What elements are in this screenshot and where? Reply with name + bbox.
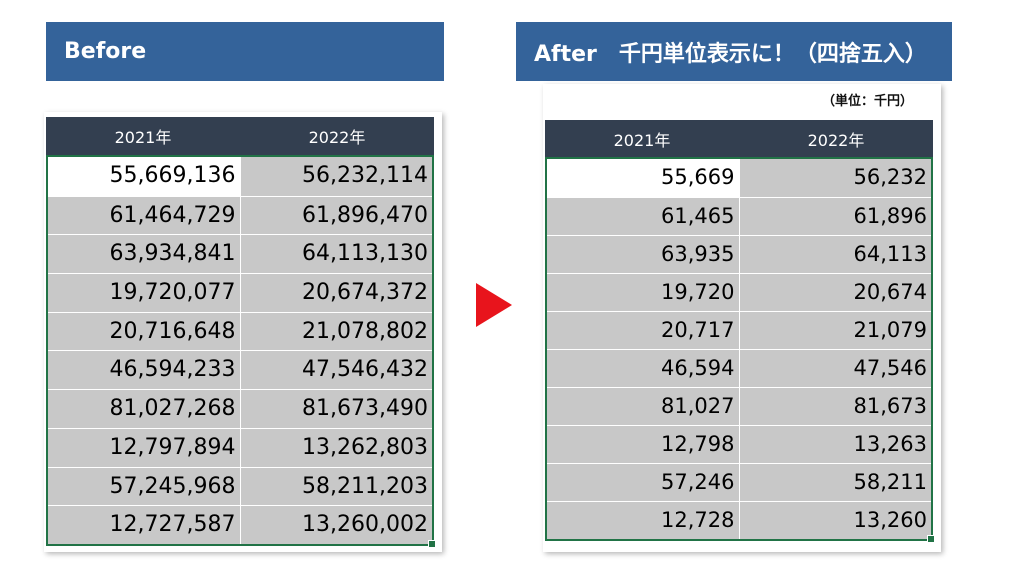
table-cell[interactable]: 20,716,648 xyxy=(48,312,241,351)
table-cell[interactable]: 46,594,233 xyxy=(48,351,241,390)
before-header-row: 2021年 2022年 xyxy=(46,117,434,155)
table-row: 19,720,077 20,674,372 xyxy=(48,273,432,312)
table-cell[interactable]: 56,232,114 xyxy=(240,157,432,196)
table-row: 61,464,729 61,896,470 xyxy=(48,195,432,235)
table-cell[interactable]: 64,113 xyxy=(739,236,931,273)
before-selection-range[interactable]: 55,669,136 56,232,114 61,464,729 61,896,470… xyxy=(46,155,436,548)
table-row: 63,934,841 64,113,130 xyxy=(48,234,432,274)
before-header-2021[interactable]: 2021年 xyxy=(114,128,172,147)
table-cell[interactable]: 61,896,470 xyxy=(240,196,432,235)
after-header-2022[interactable]: 2022年 xyxy=(807,130,865,150)
table-cell[interactable]: 19,720 xyxy=(547,274,740,311)
table-cell[interactable]: 12,798 xyxy=(547,426,740,463)
table-row: 46,594 47,546 xyxy=(547,349,931,387)
table-cell[interactable]: 61,464,729 xyxy=(48,196,241,235)
table-cell[interactable]: 12,797,894 xyxy=(48,428,241,467)
table-row: 12,727,587 13,260,002 xyxy=(48,505,432,544)
table-cell[interactable]: 13,263 xyxy=(739,426,931,463)
table-cell[interactable]: 81,027,268 xyxy=(48,390,241,428)
table-row: 46,594,233 47,546,432 xyxy=(48,350,432,390)
table-cell[interactable]: 81,027 xyxy=(547,388,740,425)
table-cell[interactable]: 81,673 xyxy=(739,388,931,425)
table-cell[interactable]: 61,465 xyxy=(547,198,740,235)
table-row: 57,246 58,211 xyxy=(547,463,931,501)
fill-handle[interactable] xyxy=(428,539,436,548)
table-row: 55,669 56,232 xyxy=(547,159,931,197)
after-title: After 千円単位表示に！（四捨五入） xyxy=(516,22,952,81)
table-cell[interactable]: 46,594 xyxy=(547,350,740,387)
table-cell[interactable]: 81,673,490 xyxy=(240,390,432,428)
table-cell[interactable]: 13,260 xyxy=(739,502,931,539)
table-cell[interactable]: 47,546,432 xyxy=(240,351,432,390)
table-row: 61,465 61,896 xyxy=(547,197,931,235)
table-cell[interactable]: 55,669,136 xyxy=(48,157,241,196)
fill-handle[interactable] xyxy=(927,535,935,543)
table-cell[interactable]: 13,260,002 xyxy=(240,506,432,544)
table-cell[interactable]: 63,935 xyxy=(547,236,740,273)
table-row: 12,728 13,260 xyxy=(547,501,931,539)
table-cell[interactable]: 63,934,841 xyxy=(48,235,241,274)
table-cell[interactable]: 56,232 xyxy=(739,159,931,197)
table-cell[interactable]: 20,717 xyxy=(547,312,740,349)
table-row: 57,245,968 58,211,203 xyxy=(48,466,432,506)
table-cell[interactable]: 61,896 xyxy=(739,198,931,235)
table-cell[interactable]: 19,720,077 xyxy=(48,274,241,312)
table-row: 63,935 64,113 xyxy=(547,235,931,273)
table-row: 81,027 81,673 xyxy=(547,387,931,425)
table-cell[interactable]: 21,079 xyxy=(739,312,931,349)
table-row: 12,798 13,263 xyxy=(547,425,931,463)
table-cell[interactable]: 58,211 xyxy=(739,464,931,501)
unit-label: （単位：千円） xyxy=(821,94,913,109)
after-spreadsheet: （単位：千円） 2021年 2022年 55,669 56,232 61,465 61… xyxy=(543,84,941,552)
table-cell[interactable]: 20,674,372 xyxy=(240,274,432,312)
before-title: Before xyxy=(46,22,444,81)
table-cell[interactable]: 20,674 xyxy=(739,274,931,311)
table-cell[interactable]: 12,727,587 xyxy=(48,506,241,544)
table-row: 19,720 20,674 xyxy=(547,273,931,311)
table-row: 55,669,136 56,232,114 xyxy=(48,157,432,196)
table-cell[interactable]: 58,211,203 xyxy=(240,467,432,506)
table-cell[interactable]: 12,728 xyxy=(547,502,740,539)
table-cell[interactable]: 55,669 xyxy=(547,159,740,197)
table-cell[interactable]: 64,113,130 xyxy=(240,235,432,274)
after-header-row: 2021年 2022年 xyxy=(545,120,933,157)
after-table: 2021年 2022年 55,669 56,232 61,465 61,896 63,9… xyxy=(545,120,935,543)
table-cell[interactable]: 57,245,968 xyxy=(48,467,241,506)
table-row: 12,797,894 13,262,803 xyxy=(48,427,432,467)
table-cell[interactable]: 47,546 xyxy=(739,350,931,387)
table-cell[interactable]: 21,078,802 xyxy=(240,312,432,351)
table-cell[interactable]: 13,262,803 xyxy=(240,428,432,467)
right-triangle-arrow-icon xyxy=(476,283,512,327)
before-table: 2021年 2022年 55,669,136 56,232,114 61,464,7… xyxy=(46,117,436,548)
table-row: 20,717 21,079 xyxy=(547,311,931,349)
table-row: 81,027,268 81,673,490 xyxy=(48,389,432,428)
table-cell[interactable]: 57,246 xyxy=(547,464,740,501)
before-header-2022[interactable]: 2022年 xyxy=(308,128,366,147)
table-row: 20,716,648 21,078,802 xyxy=(48,311,432,351)
after-selection-range[interactable]: 55,669 56,232 61,465 61,896 63,935 64,113 19,7… xyxy=(545,157,935,543)
before-spreadsheet: 2021年 2022年 55,669,136 56,232,114 61,464,7… xyxy=(44,112,442,552)
after-header-2021[interactable]: 2021年 xyxy=(613,130,671,150)
